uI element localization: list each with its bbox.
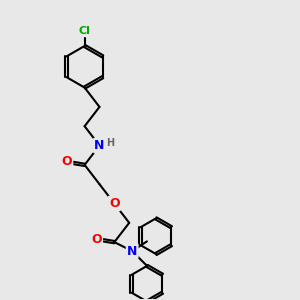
Text: O: O <box>109 197 120 210</box>
Text: H: H <box>106 138 114 148</box>
Text: O: O <box>61 155 72 168</box>
Text: O: O <box>91 233 102 246</box>
Text: N: N <box>127 244 137 258</box>
Text: N: N <box>94 139 105 152</box>
Text: Cl: Cl <box>79 26 91 36</box>
